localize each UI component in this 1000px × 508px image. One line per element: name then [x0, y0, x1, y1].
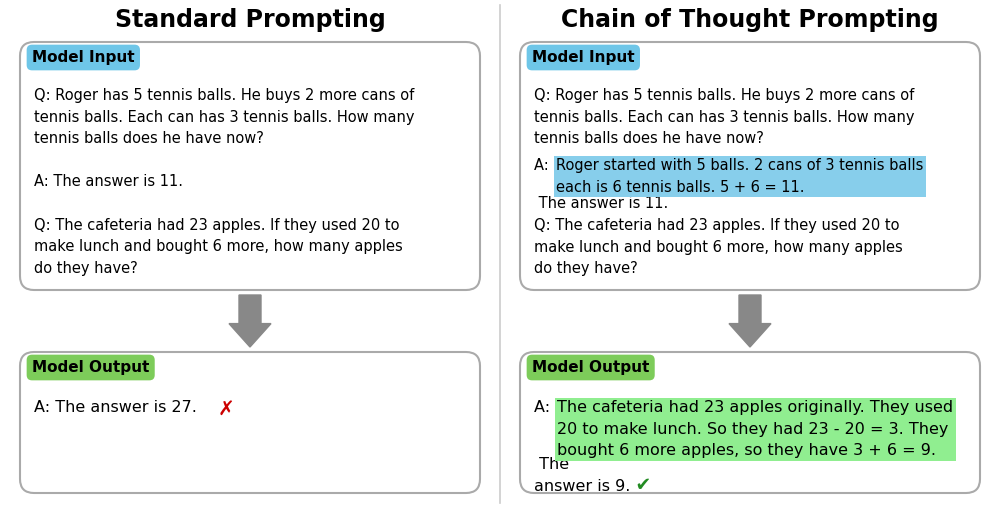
Text: A: The answer is 27.: A: The answer is 27.: [34, 400, 197, 415]
Text: Model Input: Model Input: [32, 50, 135, 65]
Text: ✗: ✗: [211, 400, 235, 419]
FancyBboxPatch shape: [20, 42, 480, 290]
Text: Roger started with 5 balls. 2 cans of 3 tennis balls
each is 6 tennis balls. 5 +: Roger started with 5 balls. 2 cans of 3 …: [556, 158, 923, 195]
Text: Model Output: Model Output: [32, 360, 149, 375]
Polygon shape: [729, 295, 771, 347]
Text: Standard Prompting: Standard Prompting: [115, 8, 385, 32]
Text: Q: The cafeteria had 23 apples. If they used 20 to
make lunch and bought 6 more,: Q: The cafeteria had 23 apples. If they …: [534, 218, 903, 276]
Text: Q: Roger has 5 tennis balls. He buys 2 more cans of
tennis balls. Each can has 3: Q: Roger has 5 tennis balls. He buys 2 m…: [534, 88, 914, 146]
FancyBboxPatch shape: [520, 42, 980, 290]
Text: Model Output: Model Output: [532, 360, 649, 375]
Text: A:: A:: [534, 400, 555, 415]
Text: The answer is 11.: The answer is 11.: [534, 196, 668, 211]
Text: Model Input: Model Input: [532, 50, 635, 65]
FancyBboxPatch shape: [20, 352, 480, 493]
Text: Q: Roger has 5 tennis balls. He buys 2 more cans of
tennis balls. Each can has 3: Q: Roger has 5 tennis balls. He buys 2 m…: [34, 88, 415, 276]
Text: ✔: ✔: [629, 476, 651, 495]
Polygon shape: [229, 295, 271, 347]
Text: The cafeteria had 23 apples originally. They used
20 to make lunch. So they had : The cafeteria had 23 apples originally. …: [557, 400, 953, 458]
Text: Chain of Thought Prompting: Chain of Thought Prompting: [561, 8, 939, 32]
Text: A:: A:: [534, 158, 553, 173]
Text: The
answer is 9.: The answer is 9.: [534, 457, 630, 494]
FancyBboxPatch shape: [520, 352, 980, 493]
